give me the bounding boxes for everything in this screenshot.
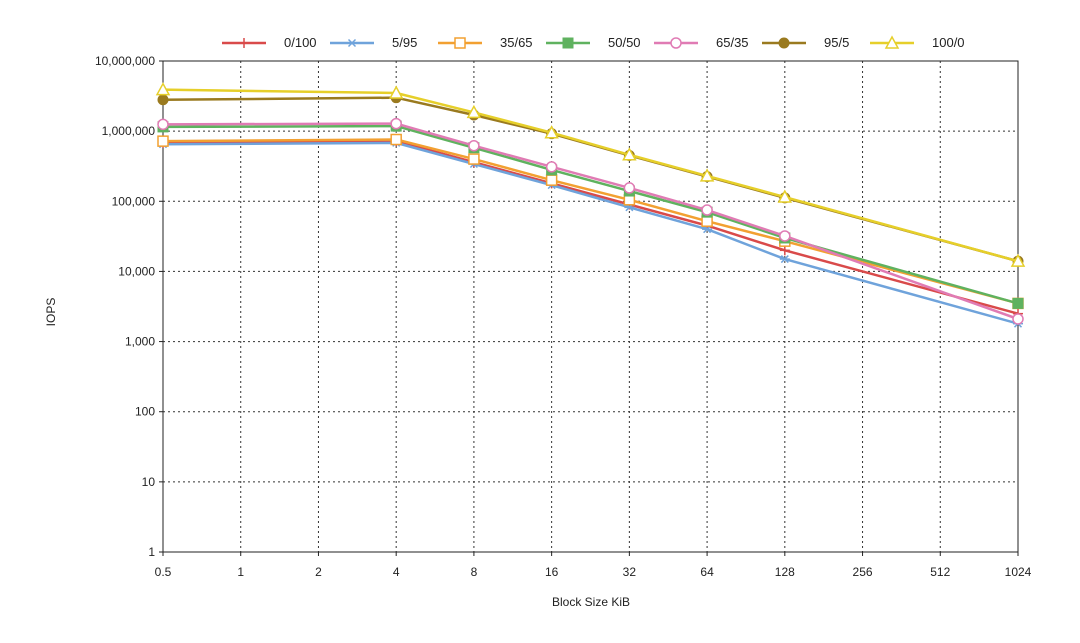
axis-layer: 0.5 1 2 4 8 16 32 64 128 256 512 10241101001,00010,… [95,54,1032,579]
y-tick-label: 100 [135,405,155,419]
data-point [388,85,404,99]
legend-label: 100/0 [932,35,965,50]
series-line [162,88,1019,263]
series-line [162,122,1019,321]
data-point [545,174,558,186]
y-tick-label: 1 [148,545,155,559]
data-point [466,104,482,119]
y-tick-label: 1,000 [125,335,155,349]
legend: 0/100 5/95 35/65 50/50 65/35 95/5 100/0 [222,35,965,50]
x-tick-label: 4 [393,565,400,579]
x-axis-title: Block Size KiB [552,595,630,609]
legend-swatch-marker-d2 [347,38,357,48]
series-line [162,139,1019,315]
data-point [1012,313,1024,325]
y-tick-label: 10,000,000 [95,54,155,68]
data-point [699,168,715,182]
legend-swatch-marker [454,37,466,49]
data-point [777,189,793,203]
x-tick-label: 512 [930,565,950,579]
y-axis-title: IOPS [44,298,58,327]
data-point [157,118,169,131]
legend-item: 5/95 [330,35,417,50]
series-line [162,138,1019,305]
series-65-35 [157,117,1024,325]
legend-item: 65/35 [654,35,749,50]
y-tick-label: 10 [142,475,156,489]
data-point [701,215,713,227]
legend-item: 35/65 [438,35,533,50]
data-point [622,147,637,161]
legend-item: 0/100 [222,35,317,50]
y-tick-label: 10,000 [118,264,155,278]
data-point [545,161,558,173]
x-tick-label: 32 [623,565,637,579]
grid-layer [163,61,1018,552]
series-line [162,124,1019,305]
legend-swatch-marker [778,37,790,49]
data-point [390,117,402,130]
legend-label: 95/5 [824,35,849,50]
data-point [779,255,790,264]
legend-item: 50/50 [546,35,641,50]
x-tick-label: 64 [700,565,714,579]
x-tick-label: 128 [775,565,795,579]
data-point [157,135,169,147]
legend-swatch-marker [239,38,249,48]
y-tick-label: 1,000,000 [102,124,156,138]
legend-label: 5/95 [392,35,417,50]
data-point [155,82,171,96]
data-point [157,94,169,106]
legend-label: 50/50 [608,35,641,50]
x-tick-label: 2 [315,565,322,579]
x-tick-label: 16 [545,565,559,579]
legend-swatch-marker [670,37,682,49]
legend-swatch-marker [347,38,357,48]
data-point [468,139,480,152]
x-tick-label: 1024 [1005,565,1032,579]
data-point [390,133,402,146]
data-point-d2 [780,255,789,264]
legend-item: 100/0 [870,35,965,50]
series-35-65 [157,133,1024,310]
data-point [701,204,713,216]
data-point [1010,253,1026,267]
data-point [468,153,480,165]
x-tick-label: 1 [237,565,244,579]
x-tick-label: 8 [471,565,478,579]
series-100-0 [155,82,1026,267]
legend-label: 65/35 [716,35,749,50]
legend-label: 0/100 [284,35,317,50]
data-point [779,245,790,256]
x-tick-label: 256 [853,565,873,579]
legend-swatch-marker [884,35,900,49]
legend-swatch-marker [562,37,574,49]
y-tick-label: 100,000 [112,194,156,208]
x-tick-label: 0.5 [155,565,172,579]
data-point [544,125,559,139]
data-point [1012,297,1024,309]
data-point [779,230,791,242]
plot-frame [162,60,1019,553]
series-line [162,141,1019,325]
legend-label: 35/65 [500,35,533,50]
data-point [623,182,636,194]
series-layer [155,82,1026,328]
series-5-95 [158,138,1023,328]
legend-item: 95/5 [762,35,849,50]
